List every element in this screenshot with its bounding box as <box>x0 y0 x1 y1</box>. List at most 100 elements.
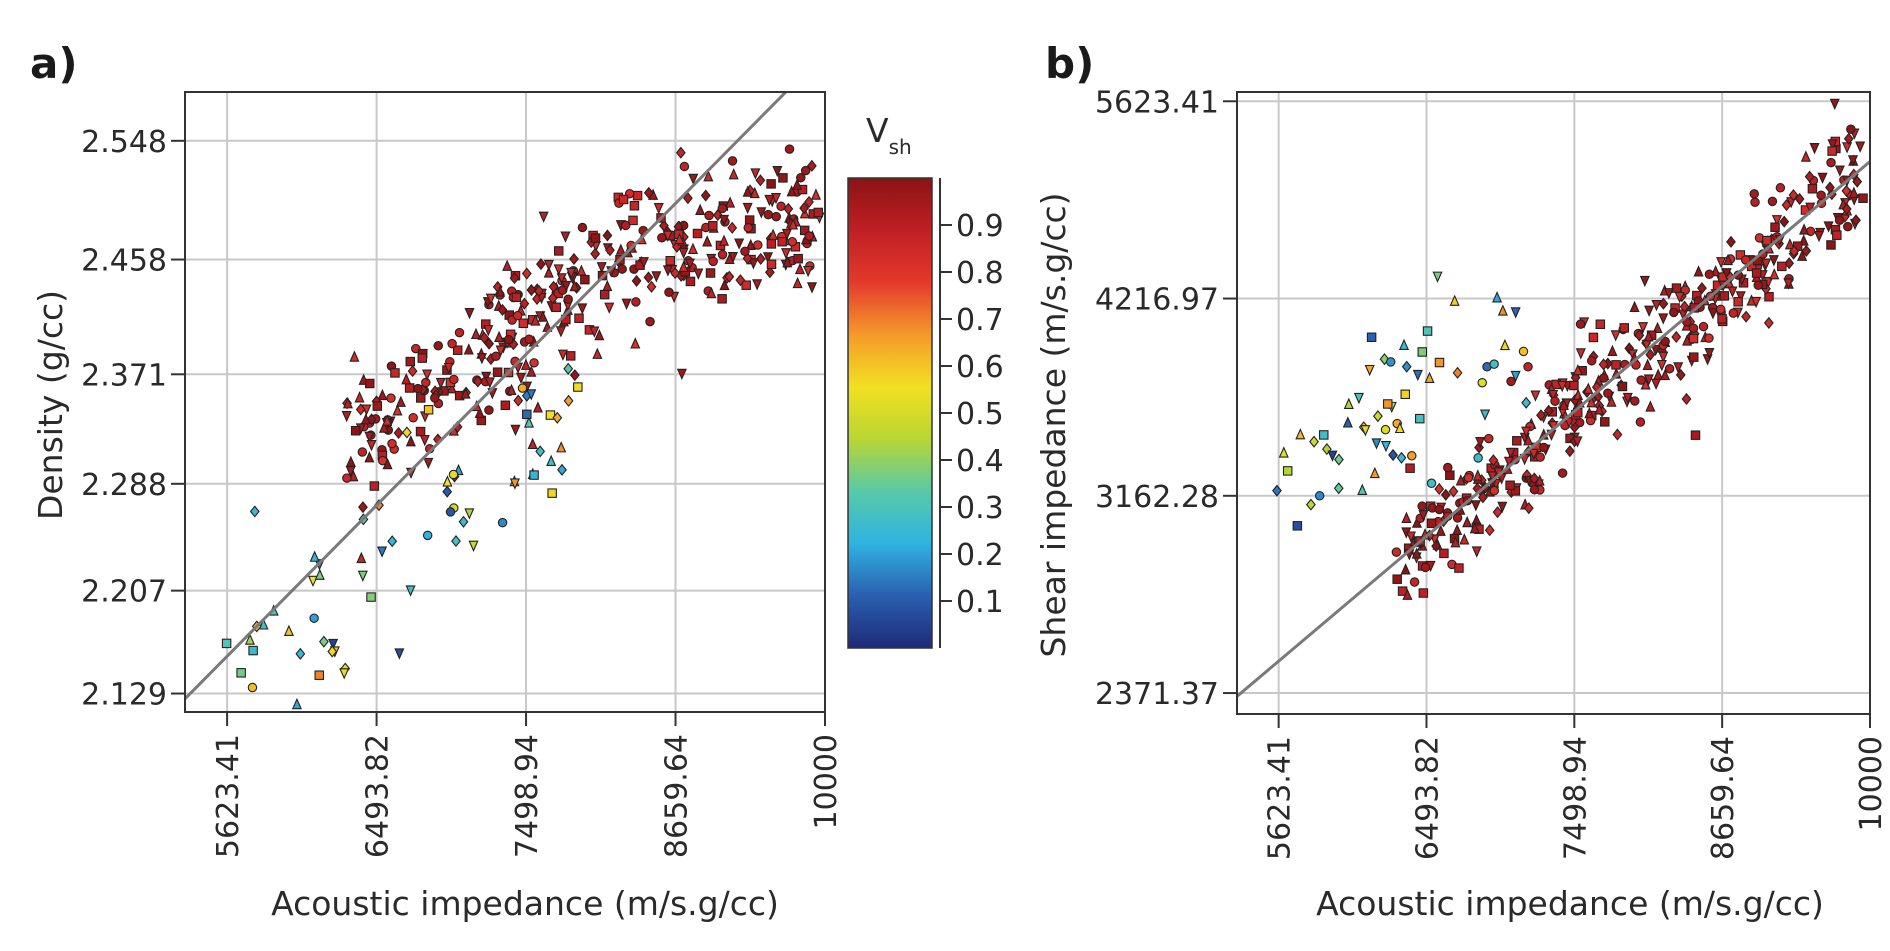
data-point <box>1827 146 1837 156</box>
data-point <box>495 285 506 297</box>
data-point <box>1278 446 1289 458</box>
data-point <box>1611 360 1621 370</box>
data-point <box>1392 574 1402 584</box>
data-point <box>1357 483 1368 495</box>
data-point <box>692 228 703 239</box>
data-point <box>1735 250 1746 260</box>
data-point <box>1728 308 1739 318</box>
data-point <box>449 374 459 385</box>
data-point <box>1741 255 1751 265</box>
data-point <box>787 236 798 247</box>
data-point <box>1415 413 1425 424</box>
data-point <box>472 375 483 388</box>
data-point <box>577 222 588 233</box>
data-point <box>419 435 430 447</box>
data-point <box>756 207 767 219</box>
data-point <box>718 214 730 227</box>
data-point <box>764 266 775 279</box>
data-point <box>1636 375 1646 385</box>
data-point <box>509 272 520 285</box>
data-point <box>1477 491 1488 504</box>
data-point <box>1405 463 1415 473</box>
data-point <box>563 362 574 375</box>
data-point <box>1319 430 1329 440</box>
data-point <box>1753 280 1763 291</box>
data-point <box>446 382 457 394</box>
data-point <box>1651 378 1662 390</box>
data-point <box>792 178 803 190</box>
data-point <box>1707 308 1718 320</box>
colorbar-title-sub: sh <box>889 135 912 159</box>
data-point <box>1779 215 1790 228</box>
data-point <box>1445 470 1455 480</box>
density-y-axis-title: Density (g/cc) <box>31 290 70 520</box>
data-point <box>390 368 400 378</box>
data-point <box>703 170 714 182</box>
data-point <box>617 264 627 274</box>
density-scatter-panel: a) 2.129 2.207 2.288 2.371 2.458 2.548 5623.4… <box>30 39 844 923</box>
data-point <box>395 395 406 407</box>
data-point <box>1452 366 1463 379</box>
data-point <box>784 144 795 154</box>
data-point <box>1600 417 1610 427</box>
data-point <box>1558 398 1569 411</box>
data-point <box>631 274 642 287</box>
data-point <box>1388 448 1398 462</box>
data-point <box>685 276 696 287</box>
data-point <box>804 231 814 241</box>
data-point <box>602 279 613 292</box>
data-point <box>1426 478 1437 489</box>
data-point <box>659 219 669 232</box>
data-point <box>1829 98 1840 111</box>
data-point <box>1584 406 1595 419</box>
data-point <box>1402 588 1413 600</box>
data-point <box>1459 533 1470 545</box>
data-point <box>327 645 338 658</box>
data-point <box>719 278 730 291</box>
data-point <box>628 215 638 226</box>
data-point <box>1484 433 1494 444</box>
data-point <box>1630 396 1640 406</box>
density-plot-frame <box>184 91 826 713</box>
data-point <box>1716 304 1726 315</box>
data-point <box>1617 381 1628 392</box>
data-point <box>1435 524 1446 536</box>
data-point <box>423 457 434 470</box>
data-point <box>1418 510 1429 522</box>
x-tick-label: 8659.64 <box>660 734 695 858</box>
data-point <box>443 362 454 375</box>
data-point <box>1751 296 1762 309</box>
data-point <box>1443 462 1453 473</box>
data-point <box>366 440 377 452</box>
data-point <box>563 294 573 304</box>
data-point <box>1763 316 1774 330</box>
data-point <box>532 401 543 413</box>
y-tick-label: 2.129 <box>81 678 167 713</box>
data-point <box>1400 563 1411 575</box>
data-point <box>1535 452 1545 462</box>
data-point <box>1784 257 1795 270</box>
data-point <box>1539 442 1549 453</box>
data-point <box>1629 300 1640 313</box>
data-point <box>705 268 716 278</box>
data-point <box>1431 539 1442 553</box>
data-point <box>546 454 557 466</box>
data-point <box>748 258 759 270</box>
data-point <box>724 270 735 283</box>
data-point <box>556 273 567 285</box>
data-point <box>569 279 580 292</box>
data-point <box>364 431 375 443</box>
data-point <box>1769 268 1780 280</box>
shear-scatter-panel: b) 2371.37 3162.28 4216.97 5623.41 5623.41 6… <box>1034 39 1889 923</box>
data-point <box>530 314 541 326</box>
data-point <box>1434 357 1445 368</box>
data-point <box>526 389 537 401</box>
colorbar-tick-label: 0.8 <box>956 256 1004 291</box>
data-point <box>548 280 559 293</box>
data-point <box>1645 348 1656 361</box>
data-point <box>408 412 418 423</box>
data-point <box>1523 362 1533 372</box>
data-point <box>1396 451 1407 464</box>
data-point <box>702 235 713 247</box>
data-point <box>1660 336 1670 347</box>
